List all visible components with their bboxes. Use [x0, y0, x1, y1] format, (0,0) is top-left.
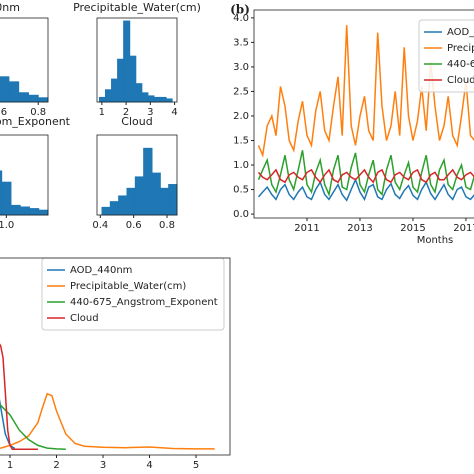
x-tick-label: 0.4 — [92, 220, 108, 231]
histogram-bar — [8, 81, 20, 103]
histogram-bar — [118, 195, 128, 216]
x-axis-label: Months — [417, 235, 454, 246]
legend-label: Precipitable_Water(cm) — [447, 43, 474, 54]
histogram-bar — [98, 96, 106, 103]
y-tick-label: 2.0 — [233, 111, 249, 122]
x-tick-label: 2 — [53, 460, 59, 471]
chart-title: Cloud — [121, 115, 152, 128]
x-tick-label: 3 — [147, 107, 153, 118]
y-tick-label: 1.0 — [233, 160, 249, 171]
histogram-bar — [117, 58, 125, 103]
legend-label: 440-675_Angstrom_Exponent — [447, 59, 474, 70]
x-tick-label: 1.0 — [0, 220, 14, 231]
axes-frame — [0, 257, 231, 456]
histogram-bar — [27, 94, 39, 103]
axes-frame — [96, 134, 178, 216]
axes-frame — [0, 17, 49, 103]
x-tick-label: 2015 — [400, 223, 425, 234]
histogram-bar — [111, 78, 119, 103]
x-tick-label: 0.6 — [126, 220, 142, 231]
line-series — [257, 177, 474, 202]
y-tick-label: 3.0 — [233, 62, 249, 73]
histogram-bar — [1, 181, 12, 216]
x-tick-label: 5 — [193, 460, 199, 471]
legend-label: Precipitable_Water(cm) — [70, 281, 186, 292]
legend-label: Cloud — [447, 75, 474, 86]
histogram-bar — [18, 92, 29, 103]
line-series — [0, 392, 215, 450]
axes-frame — [0, 134, 49, 216]
line-series — [0, 343, 38, 451]
axes-frame — [96, 17, 178, 103]
x-tick-label: 4 — [146, 460, 152, 471]
histogram-bar — [19, 206, 30, 216]
x-tick-label: 1 — [7, 460, 13, 471]
histogram-bar — [38, 209, 49, 216]
histogram-bar — [109, 201, 120, 216]
histogram-bar — [168, 184, 178, 216]
legend-label: Cloud — [70, 313, 99, 324]
y-tick-label: 3.5 — [233, 37, 249, 48]
line-series — [0, 404, 66, 451]
histogram-bar — [101, 206, 111, 216]
histogram-bar — [28, 208, 40, 216]
y-tick-label: 4.0 — [233, 13, 249, 24]
x-tick-label: 2013 — [347, 223, 372, 234]
histogram-bar — [10, 204, 21, 216]
y-tick-label: 2.5 — [233, 86, 249, 97]
histogram-bar — [126, 187, 136, 216]
x-tick-label: 0.8 — [159, 220, 175, 231]
x-tick-label: 2011 — [294, 223, 319, 234]
histogram-bar — [143, 147, 153, 216]
chart-title: AOD_440nm — [0, 1, 20, 14]
histogram-bar — [141, 92, 149, 103]
histogram-bar — [37, 97, 49, 103]
line-series — [257, 168, 474, 184]
x-tick-label: 2017 — [453, 223, 474, 234]
y-tick-label: 0.0 — [233, 209, 249, 220]
legend-label: AOD_440nm — [447, 27, 474, 38]
histogram-bar — [147, 95, 155, 103]
histogram-bar — [153, 96, 161, 103]
x-tick-label: 1 — [99, 107, 105, 118]
histogram-bar — [135, 83, 143, 103]
histogram-bar — [159, 96, 167, 103]
panel-label: (b) — [230, 3, 250, 17]
chart-title: 440-675_Angstrom_Exponent — [0, 115, 71, 128]
chart-title: Precipitable_Water(cm) — [73, 1, 201, 14]
x-tick-label: 2 — [123, 107, 129, 118]
histogram-bar — [123, 20, 131, 103]
histogram-bar — [0, 76, 10, 103]
line-series — [257, 150, 474, 198]
histogram-bar — [104, 89, 113, 103]
x-tick-label: 4 — [171, 107, 177, 118]
x-tick-label: 0.8 — [30, 107, 46, 118]
legend-box — [418, 19, 474, 93]
y-tick-label: 1.5 — [233, 135, 249, 146]
x-tick-label: 3 — [100, 460, 106, 471]
legend-label: AOD_440nm — [70, 265, 132, 276]
histogram-bar — [165, 98, 173, 103]
histogram-bar — [151, 172, 161, 216]
histogram-bar — [159, 187, 170, 216]
legend-label: 440-675_Angstrom_Exponent — [70, 297, 218, 308]
histogram-bar — [134, 176, 145, 216]
histogram-bar — [129, 55, 137, 103]
y-tick-label: 0.5 — [233, 185, 249, 196]
line-series — [257, 25, 474, 158]
axes-frame — [253, 9, 474, 219]
x-tick-label: 0.6 — [0, 107, 7, 118]
